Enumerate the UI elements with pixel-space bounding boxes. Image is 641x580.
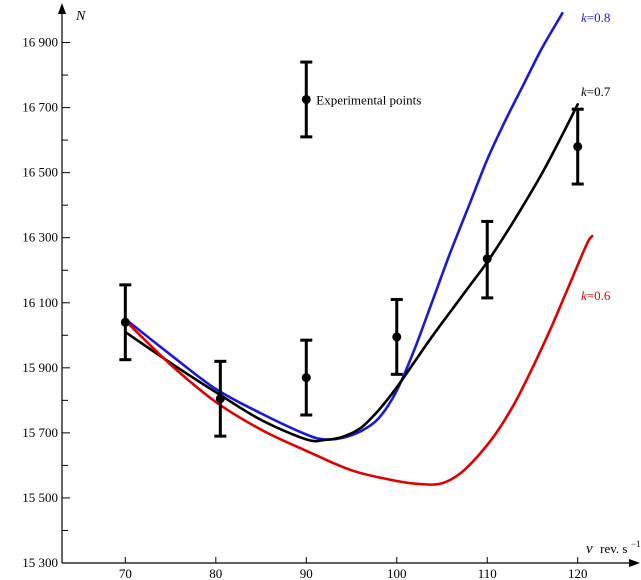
y-tick-label: 16 500 bbox=[22, 165, 58, 180]
x-axis-symbol: ν bbox=[586, 541, 593, 557]
legend-sample-marker bbox=[301, 94, 311, 104]
series-line-k-0-8 bbox=[124, 12, 564, 441]
series-label-k-0-6: k=0.6 bbox=[581, 288, 611, 303]
axes bbox=[58, 3, 640, 567]
y-tick-label: 15 900 bbox=[22, 360, 58, 375]
x-tick-label: 80 bbox=[209, 566, 222, 580]
experimental-point-marker bbox=[482, 254, 492, 264]
curves: k=0.8 k=0.7 k=0.6 bbox=[124, 10, 611, 486]
x-axis-unit-sup: −1 bbox=[631, 539, 641, 549]
legend-label: Experimental points bbox=[316, 92, 421, 107]
experimental-point-marker bbox=[120, 317, 130, 327]
series-line-k-0-6 bbox=[124, 234, 594, 486]
legend: Experimental points bbox=[300, 60, 421, 139]
x-axis-arrow bbox=[629, 559, 640, 567]
y-tick-label: 16 700 bbox=[22, 100, 58, 115]
x-tick-label: 120 bbox=[568, 566, 588, 580]
y-axis-label: N bbox=[75, 9, 86, 24]
x-axis-unit: rev. s bbox=[600, 541, 627, 556]
y-tick-label: 16 100 bbox=[22, 295, 58, 310]
experimental-point-marker bbox=[392, 332, 402, 342]
experimental-points bbox=[119, 107, 584, 438]
y-tick-label: 15 300 bbox=[22, 555, 58, 570]
ticks: 70 80 90 100 110 120 15 300 15 500 15 700 15 900 1… bbox=[22, 35, 587, 580]
x-axis-label: ν rev. s −1 bbox=[586, 539, 641, 557]
y-tick-label: 15 700 bbox=[22, 425, 58, 440]
x-tick-label: 110 bbox=[478, 566, 497, 580]
experimental-point-marker bbox=[215, 394, 225, 404]
x-tick-label: 90 bbox=[300, 566, 313, 580]
experimental-point-marker bbox=[301, 373, 311, 383]
x-tick-label: 100 bbox=[387, 566, 407, 580]
y-axis-arrow bbox=[58, 3, 66, 14]
series-label-k-0-8: k=0.8 bbox=[581, 10, 610, 25]
experimental-point-marker bbox=[573, 142, 583, 152]
y-tick-label: 16 900 bbox=[22, 35, 58, 50]
y-tick-label: 15 500 bbox=[22, 490, 58, 505]
series-label-k-0-7: k=0.7 bbox=[581, 84, 611, 99]
labels: N ν rev. s −1 bbox=[75, 9, 641, 557]
series-line-k-0-7 bbox=[124, 103, 579, 443]
x-tick-label: 70 bbox=[119, 566, 132, 580]
y-tick-label: 16 300 bbox=[22, 230, 58, 245]
